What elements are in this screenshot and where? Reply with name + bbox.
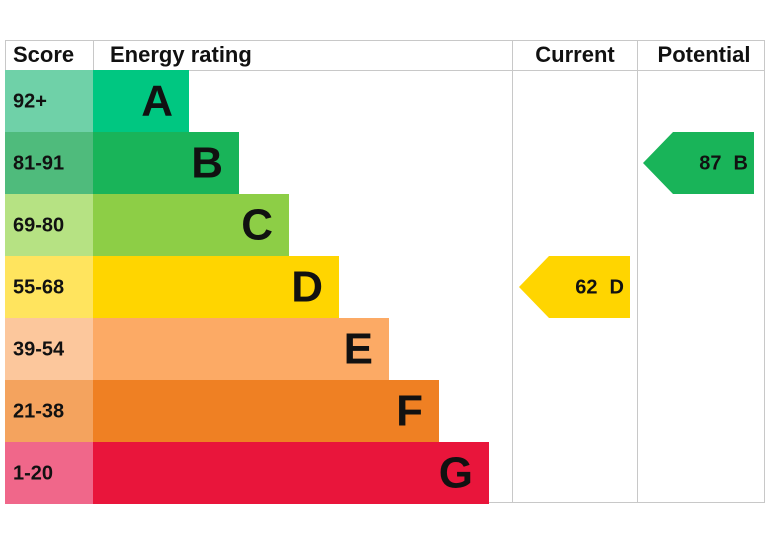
rating-letter: C <box>241 201 273 250</box>
score-cell <box>5 442 93 504</box>
score-range: 81-91 <box>13 152 64 174</box>
rating-letter: G <box>439 449 473 498</box>
rating-bar <box>93 256 339 318</box>
potential-arrow <box>643 132 754 194</box>
rating-bar <box>93 380 439 442</box>
rating-letter: D <box>291 263 323 312</box>
rating-bar <box>93 442 489 504</box>
score-cell <box>5 194 93 256</box>
rating-bar <box>93 194 289 256</box>
score-cell <box>5 70 93 132</box>
score-cell <box>5 318 93 380</box>
rating-letter: A <box>141 77 173 126</box>
score-cell <box>5 380 93 442</box>
rating-bar <box>93 318 389 380</box>
header-score: Score <box>13 42 74 67</box>
current-value: 62 <box>575 276 597 298</box>
score-range: 21-38 <box>13 400 64 422</box>
rating-bar <box>93 132 239 194</box>
header-potential: Potential <box>658 42 751 67</box>
header-current: Current <box>535 42 615 67</box>
score-range: 69-80 <box>13 214 64 236</box>
current-band: D <box>610 276 624 298</box>
score-cell <box>5 256 93 318</box>
current-arrow <box>519 256 630 318</box>
rating-letter: B <box>191 139 223 188</box>
potential-value: 87 <box>699 152 721 174</box>
score-range: 1-20 <box>13 462 53 484</box>
score-range: 39-54 <box>13 338 65 360</box>
score-range: 92+ <box>13 90 47 112</box>
rating-bar <box>93 70 189 132</box>
score-range: 55-68 <box>13 276 64 298</box>
rating-letter: E <box>344 325 373 374</box>
header-rating: Energy rating <box>110 42 252 67</box>
potential-band: B <box>734 152 748 174</box>
rating-letter: F <box>396 387 423 436</box>
score-cell <box>5 132 93 194</box>
